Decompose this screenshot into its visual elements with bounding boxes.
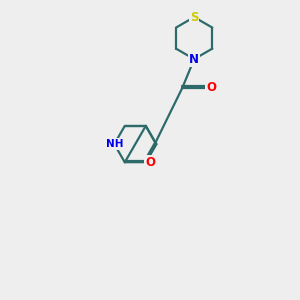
Text: N: N [189,52,199,66]
Text: NH: NH [106,139,123,149]
Text: O: O [145,156,155,169]
Text: S: S [190,11,198,24]
Text: O: O [206,81,216,94]
